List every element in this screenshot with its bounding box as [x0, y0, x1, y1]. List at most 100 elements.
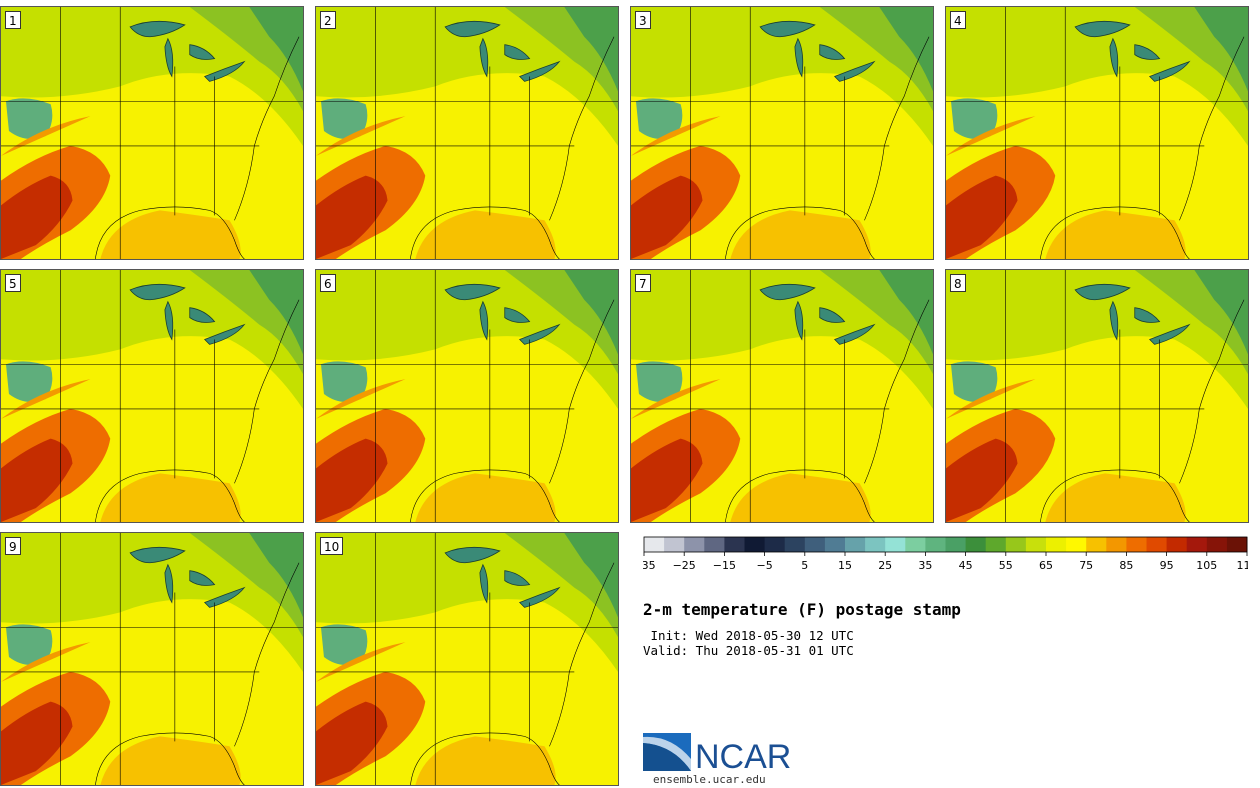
map-panel-2: 2 [315, 6, 619, 260]
colorbar-swatch [764, 537, 786, 552]
map-panel-1: 1 [0, 6, 304, 260]
cool-region [1, 7, 303, 146]
boundaries [631, 270, 933, 522]
hottest-region [1, 438, 73, 522]
colorbar-tick-label: −25 [673, 559, 696, 572]
cool-region [946, 7, 1248, 146]
colorbar-tick-label: 25 [878, 559, 892, 572]
colorbar-tick-label: 105 [1196, 559, 1217, 572]
mountain-region [635, 98, 683, 139]
great-lakes [444, 20, 561, 82]
coldest-region [564, 270, 618, 355]
colorbar-tick-label: 65 [1039, 559, 1053, 572]
panel-label: 10 [320, 537, 344, 555]
panel-label: 5 [5, 274, 21, 292]
colorbar-swatch [1046, 537, 1067, 552]
map-panel-5: 5 [0, 269, 304, 523]
mountain-region [635, 361, 683, 402]
colorbar-swatch [724, 537, 745, 552]
coldest-region [564, 7, 618, 92]
colorbar-swatch [1186, 537, 1208, 552]
temperature-map [1, 533, 303, 785]
colorbar-tick-label: 5 [801, 559, 808, 572]
mountain-region [320, 98, 368, 139]
coldest-region [249, 270, 303, 355]
hottest-region [631, 175, 703, 259]
great-lakes [129, 283, 246, 345]
hottest-region [1, 701, 73, 785]
gulf-of-mexico [100, 473, 241, 522]
boundaries [1, 533, 303, 785]
temperature-map [631, 7, 933, 259]
colorbar-swatch [885, 537, 906, 552]
colorbar-tick-label: 15 [838, 559, 852, 572]
coldest-region [1194, 270, 1248, 355]
hottest-region [316, 701, 388, 785]
cool-region [631, 270, 933, 409]
temperature-map [946, 7, 1248, 259]
colorbar-tick-label: −15 [713, 559, 736, 572]
cool-region [631, 7, 933, 146]
panel-label: 7 [635, 274, 651, 292]
great-lakes [759, 20, 876, 82]
map-panel-4: 4 [945, 6, 1249, 260]
logo-swoosh [643, 736, 691, 771]
colorbar-swatch [965, 537, 987, 552]
gulf-of-mexico [100, 210, 241, 259]
colorbar-tick-label: −35 [643, 559, 656, 572]
panel-label: 4 [950, 11, 966, 29]
temperature-map [316, 270, 618, 522]
colorbar-swatch [664, 537, 685, 552]
hottest-region [1, 175, 73, 259]
coldest-region [879, 270, 933, 355]
colorbar-tick-label: 95 [1160, 559, 1174, 572]
map-panel-9: 9 [0, 532, 304, 786]
panel-label: 2 [320, 11, 336, 29]
boundaries [316, 270, 618, 522]
colorbar-tick-label: −5 [756, 559, 772, 572]
mountain-region [5, 624, 53, 665]
mountain-region [950, 98, 998, 139]
panel-label: 6 [320, 274, 336, 292]
boundaries [631, 7, 933, 259]
gulf-of-mexico [730, 210, 871, 259]
gulf-of-mexico [415, 473, 556, 522]
great-lakes [444, 283, 561, 345]
temperature-map [631, 270, 933, 522]
mountain-region [950, 361, 998, 402]
hottest-region [946, 438, 1018, 522]
mountain-region [320, 361, 368, 402]
great-lakes [1074, 20, 1191, 82]
boundaries [316, 533, 618, 785]
great-lakes [129, 20, 246, 82]
init-time: Init: Wed 2018-05-30 12 UTC [643, 628, 854, 643]
map-panel-10: 10 [315, 532, 619, 786]
colorbar-tick-label: 55 [999, 559, 1013, 572]
hottest-region [631, 438, 703, 522]
coldest-region [1194, 7, 1248, 92]
panel-label: 9 [5, 537, 21, 555]
colorbar-swatch [1106, 537, 1127, 552]
gulf-of-mexico [730, 473, 871, 522]
boundaries [1, 270, 303, 522]
colorbar-border [643, 536, 1248, 553]
colorbar-swatch [804, 537, 826, 552]
colorbar-swatch [1226, 537, 1248, 552]
colorbar-swatch [945, 537, 967, 552]
gulf-of-mexico [1045, 210, 1186, 259]
boundaries [946, 7, 1248, 259]
colorbar-swatch [784, 537, 806, 552]
hottest-region [316, 438, 388, 522]
colorbar-swatch [1146, 537, 1168, 552]
temperature-map [1, 270, 303, 522]
great-lakes [129, 546, 246, 608]
gulf-of-mexico [1045, 473, 1186, 522]
map-panel-7: 7 [630, 269, 934, 523]
colorbar-swatch [1126, 537, 1147, 552]
cool-region [946, 270, 1248, 409]
colorbar-swatch [1066, 537, 1087, 552]
colorbar-swatch [644, 537, 665, 552]
colorbar-swatch [744, 537, 766, 552]
colorbar-swatch [905, 537, 926, 552]
temperature-map [316, 7, 618, 259]
